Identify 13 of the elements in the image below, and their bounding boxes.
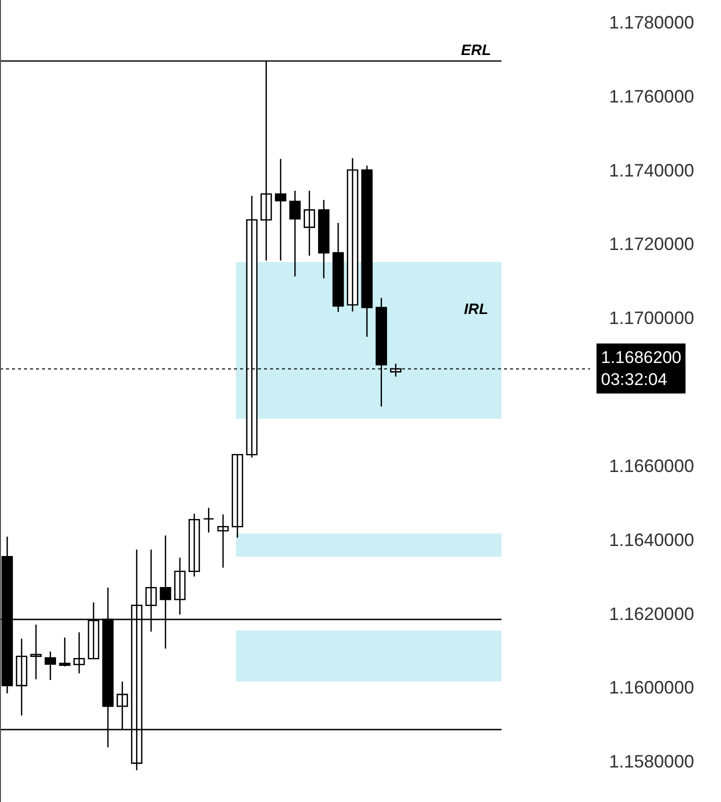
y-tick-label: 1.1660000 [609, 456, 694, 476]
y-tick-label: 1.1740000 [609, 160, 694, 180]
y-tick-label: 1.1780000 [609, 12, 694, 32]
y-tick-label: 1.1700000 [609, 308, 694, 328]
ref-line-label: 1.1686200 03:32:04 [601, 348, 682, 390]
y-tick-label: 1.1600000 [609, 678, 694, 698]
y-tick-label: 1.1640000 [609, 530, 694, 550]
y-tick-label: 1.1620000 [609, 604, 694, 624]
band-label: IRL [464, 301, 488, 318]
ref-line-label: ERL [461, 42, 491, 59]
y-tick-label: 1.1580000 [609, 752, 694, 772]
y-tick-label: 1.1760000 [609, 86, 694, 106]
y-tick-label: 1.1720000 [609, 234, 694, 254]
